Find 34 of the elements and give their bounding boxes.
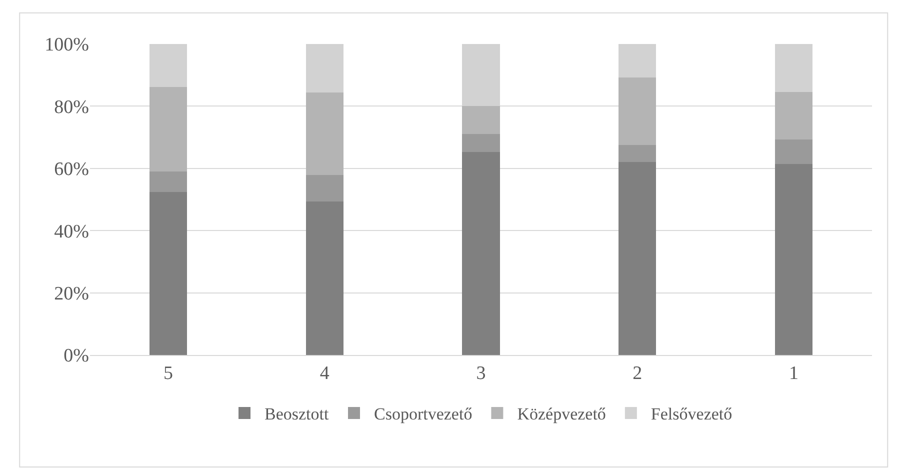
legend-label: Felsővezető (650, 404, 732, 424)
bar (306, 92, 344, 176)
bar (462, 134, 500, 152)
y-tick-label: 100% (44, 34, 90, 56)
bar (775, 92, 813, 140)
bar (462, 106, 500, 134)
bar (618, 162, 656, 355)
y-tick-label: 80% (54, 96, 90, 118)
bar (775, 139, 813, 164)
bar (775, 44, 813, 92)
legend-label: Csoportvezető (374, 404, 472, 424)
x-tick-label: 2 (632, 362, 642, 384)
bar (775, 164, 813, 355)
bar (149, 192, 187, 355)
bar (618, 78, 656, 145)
bar (306, 202, 344, 355)
legend-label: Beosztott (264, 404, 329, 424)
bar (618, 144, 656, 162)
bar (149, 44, 187, 87)
x-tick-label: 1 (789, 362, 799, 384)
y-tick-label: 20% (54, 283, 90, 304)
y-tick-label: 40% (54, 221, 90, 242)
legend-label: Középvezető (517, 404, 606, 424)
y-tick-label: 60% (54, 159, 90, 180)
bar (306, 175, 344, 202)
x-tick-label: 4 (320, 362, 330, 384)
bar (618, 44, 656, 78)
bar (462, 152, 500, 355)
y-tick-label: 0% (64, 346, 90, 367)
bar (306, 44, 344, 93)
x-tick-label: 5 (163, 362, 173, 384)
bar (149, 172, 187, 192)
bar (149, 86, 187, 172)
x-tick-label: 3 (476, 362, 486, 384)
